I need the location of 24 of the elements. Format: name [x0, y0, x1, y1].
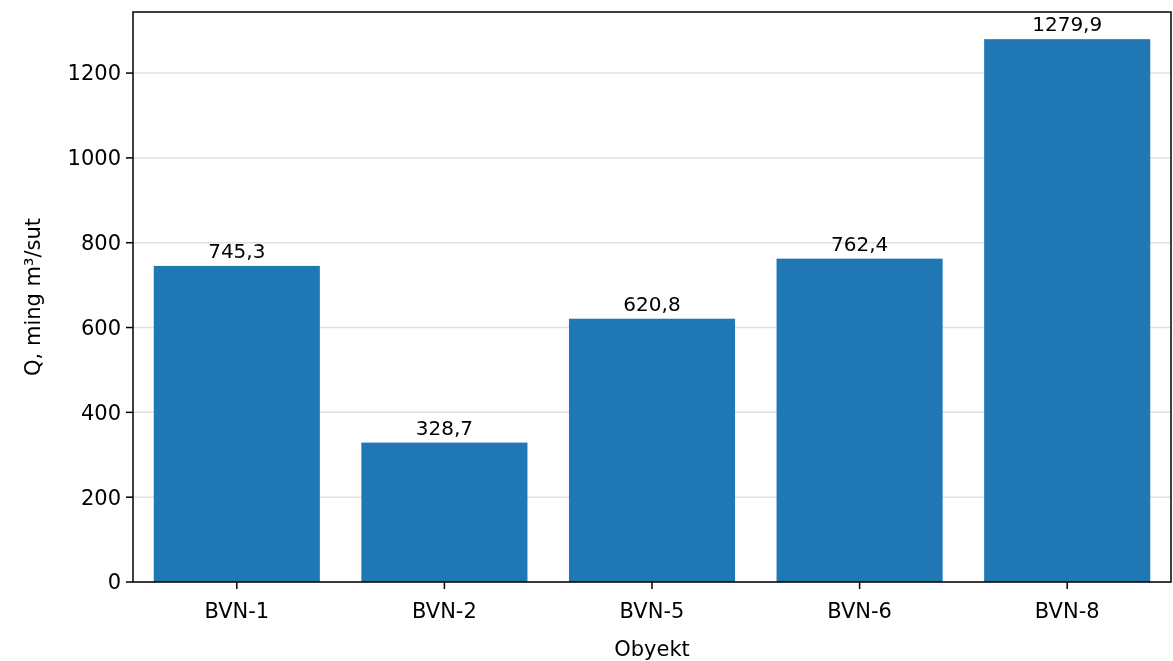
- x-tick-label: BVN-6: [827, 599, 892, 623]
- y-axis-title: Q, ming m³/sut: [21, 218, 45, 376]
- x-tick-label: BVN-2: [412, 599, 477, 623]
- bar: [568, 318, 736, 582]
- x-axis-title: Obyekt: [614, 637, 690, 661]
- y-tick-label: 600: [80, 315, 121, 340]
- data-label: 1279,9: [1032, 12, 1103, 37]
- y-tick-label: 800: [80, 231, 121, 256]
- data-label: 328,7: [415, 415, 474, 440]
- data-label: 620,8: [623, 291, 681, 316]
- x-tick-label: BVN-8: [1034, 599, 1100, 623]
- x-tick-label: BVN-5: [619, 599, 685, 623]
- data-label: 762,4: [830, 231, 889, 256]
- bar: [776, 258, 943, 582]
- y-tick-label: 0: [107, 570, 121, 595]
- x-tick-label: BVN-1: [204, 599, 270, 623]
- bar: [153, 265, 320, 582]
- y-tick-label: 200: [80, 485, 121, 510]
- y-tick-label: 1000: [67, 146, 121, 171]
- data-label: 745,3: [208, 238, 266, 263]
- y-tick-label: 400: [80, 400, 121, 425]
- bar: [361, 442, 528, 582]
- bar: [984, 39, 1151, 582]
- y-tick-label: 1200: [67, 61, 121, 86]
